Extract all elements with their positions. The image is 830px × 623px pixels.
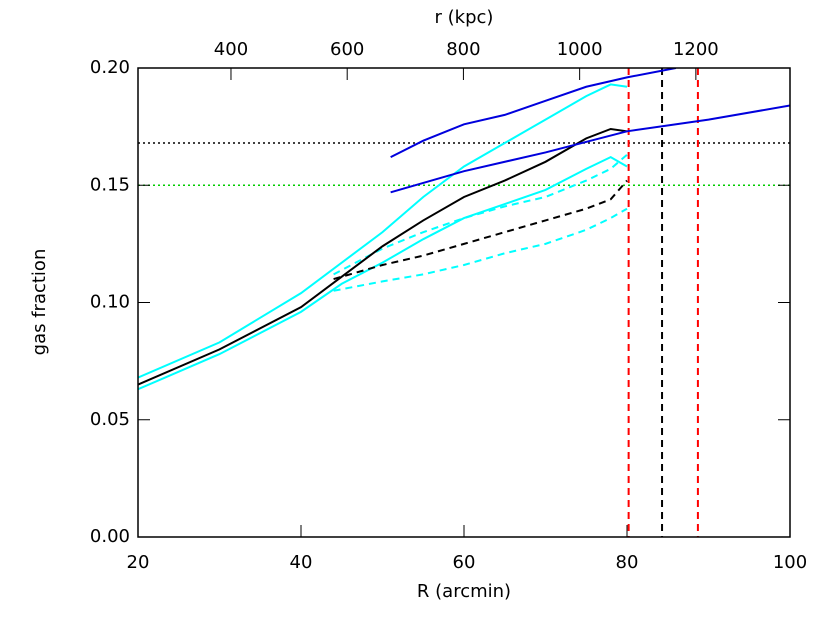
data-line [390,68,677,159]
plot-area [138,68,790,537]
x-tick-label: 80 [616,552,639,573]
x2-tick-label: 1200 [673,39,719,60]
data-line [138,83,628,379]
data-line [390,104,790,194]
x-tick-label: 60 [453,552,476,573]
data-line [333,179,628,281]
data-line [333,207,628,292]
x2-tick-label: 1000 [557,39,603,60]
x-tick-label: 20 [127,552,150,573]
x-tick-label: 40 [290,552,313,573]
y-tick-label: 0.00 [90,526,130,547]
x-axis-label: R (arcmin) [417,581,511,602]
data-line [138,155,628,391]
data-line [333,154,628,276]
y-tick-label: 0.05 [90,409,130,430]
y-axis-label: gas fraction [29,249,50,356]
x2-tick-label: 600 [330,39,364,60]
x2-tick-label: 800 [446,39,480,60]
x2-axis-label: r (kpc) [435,7,494,28]
y-tick-label: 0.10 [90,292,130,313]
plot-frame [137,67,791,538]
data-line [138,127,628,386]
x-tick-label: 100 [773,552,807,573]
y-tick-label: 0.20 [90,57,130,78]
y-tick-label: 0.15 [90,174,130,195]
x2-tick-label: 400 [214,39,248,60]
